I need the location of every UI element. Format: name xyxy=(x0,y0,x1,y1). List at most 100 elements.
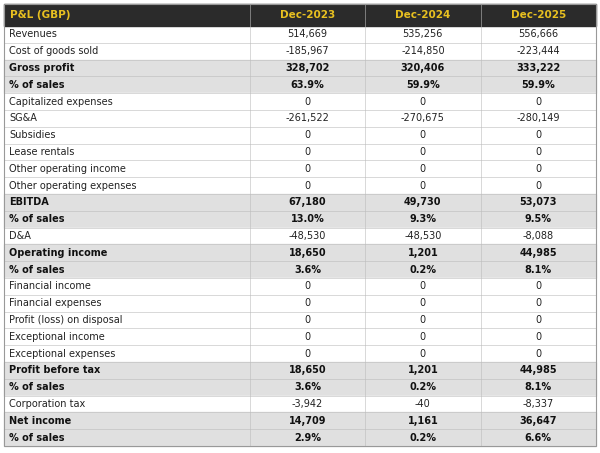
Text: Profit before tax: Profit before tax xyxy=(9,366,100,376)
Text: 1,161: 1,161 xyxy=(407,416,438,426)
Text: 0: 0 xyxy=(304,96,310,106)
Text: Profit (loss) on disposal: Profit (loss) on disposal xyxy=(9,315,122,325)
Text: 63.9%: 63.9% xyxy=(290,80,324,90)
Text: 18,650: 18,650 xyxy=(289,248,326,258)
Text: 0: 0 xyxy=(535,96,541,106)
Text: 0.2%: 0.2% xyxy=(409,265,436,275)
Text: 2.9%: 2.9% xyxy=(294,433,321,443)
Text: 36,647: 36,647 xyxy=(520,416,557,426)
Text: 0: 0 xyxy=(535,130,541,140)
Text: 0: 0 xyxy=(420,181,426,191)
Bar xyxy=(4,4,596,26)
Text: 53,073: 53,073 xyxy=(520,198,557,207)
Bar xyxy=(4,362,596,379)
Text: Net income: Net income xyxy=(9,416,71,426)
Text: 0: 0 xyxy=(535,332,541,342)
Text: -185,967: -185,967 xyxy=(286,46,329,56)
Bar xyxy=(4,245,596,261)
Text: 8.1%: 8.1% xyxy=(525,265,552,275)
Bar xyxy=(4,93,596,110)
Text: 320,406: 320,406 xyxy=(401,63,445,73)
Text: Subsidies: Subsidies xyxy=(9,130,56,140)
Text: 0: 0 xyxy=(420,349,426,359)
Bar xyxy=(4,278,596,295)
Text: -3,942: -3,942 xyxy=(292,399,323,409)
Text: % of sales: % of sales xyxy=(9,382,65,392)
Text: 18,650: 18,650 xyxy=(289,366,326,376)
Text: Dec-2024: Dec-2024 xyxy=(395,10,451,20)
Text: 333,222: 333,222 xyxy=(516,63,560,73)
Text: -48,530: -48,530 xyxy=(404,231,442,241)
Text: 9.5%: 9.5% xyxy=(525,214,552,224)
Text: 0: 0 xyxy=(535,147,541,157)
Text: 3.6%: 3.6% xyxy=(294,265,321,275)
Text: 0: 0 xyxy=(304,349,310,359)
Text: SG&A: SG&A xyxy=(9,113,37,123)
Text: -8,337: -8,337 xyxy=(523,399,554,409)
Text: P&L (GBP): P&L (GBP) xyxy=(10,10,71,20)
Text: 14,709: 14,709 xyxy=(289,416,326,426)
Text: 0: 0 xyxy=(304,181,310,191)
Bar xyxy=(4,227,596,245)
Text: % of sales: % of sales xyxy=(9,80,65,90)
Bar xyxy=(4,412,596,429)
Bar xyxy=(4,26,596,43)
Bar xyxy=(4,177,596,194)
Text: Financial expenses: Financial expenses xyxy=(9,298,101,308)
Text: 0.2%: 0.2% xyxy=(409,382,436,392)
Text: 1,201: 1,201 xyxy=(407,248,438,258)
Text: Dec-2025: Dec-2025 xyxy=(511,10,566,20)
Bar xyxy=(4,194,596,211)
Text: 59.9%: 59.9% xyxy=(406,80,440,90)
Text: % of sales: % of sales xyxy=(9,214,65,224)
Text: % of sales: % of sales xyxy=(9,265,65,275)
Text: 0: 0 xyxy=(304,130,310,140)
Text: 0: 0 xyxy=(535,164,541,174)
Text: 0: 0 xyxy=(420,332,426,342)
Bar xyxy=(4,295,596,312)
Text: Cost of goods sold: Cost of goods sold xyxy=(9,46,98,56)
Text: -223,444: -223,444 xyxy=(517,46,560,56)
Text: Exceptional expenses: Exceptional expenses xyxy=(9,349,115,359)
Bar xyxy=(4,261,596,278)
Text: -40: -40 xyxy=(415,399,431,409)
Text: Gross profit: Gross profit xyxy=(9,63,74,73)
Text: 0: 0 xyxy=(535,281,541,291)
Text: Exceptional income: Exceptional income xyxy=(9,332,105,342)
Text: -280,149: -280,149 xyxy=(517,113,560,123)
Text: 514,669: 514,669 xyxy=(287,29,328,39)
Bar xyxy=(4,328,596,345)
Bar xyxy=(4,395,596,412)
Bar xyxy=(4,110,596,127)
Text: Corporation tax: Corporation tax xyxy=(9,399,85,409)
Text: 535,256: 535,256 xyxy=(403,29,443,39)
Text: -48,530: -48,530 xyxy=(289,231,326,241)
Text: Dec-2023: Dec-2023 xyxy=(280,10,335,20)
Bar xyxy=(4,60,596,77)
Bar xyxy=(4,127,596,144)
Text: 0: 0 xyxy=(420,147,426,157)
Text: Other operating income: Other operating income xyxy=(9,164,126,174)
Text: 0: 0 xyxy=(304,147,310,157)
Text: 59.9%: 59.9% xyxy=(521,80,555,90)
Bar xyxy=(4,43,596,60)
Bar xyxy=(4,429,596,446)
Text: 1,201: 1,201 xyxy=(407,366,438,376)
Text: D&A: D&A xyxy=(9,231,31,241)
Text: Financial income: Financial income xyxy=(9,281,91,291)
Text: Revenues: Revenues xyxy=(9,29,57,39)
Text: 9.3%: 9.3% xyxy=(409,214,436,224)
Text: 44,985: 44,985 xyxy=(520,366,557,376)
Bar xyxy=(4,144,596,160)
Text: Capitalized expenses: Capitalized expenses xyxy=(9,96,113,106)
Text: 0: 0 xyxy=(535,298,541,308)
Text: 0: 0 xyxy=(420,96,426,106)
Text: -270,675: -270,675 xyxy=(401,113,445,123)
Text: 0: 0 xyxy=(420,281,426,291)
Bar xyxy=(4,312,596,328)
Text: 67,180: 67,180 xyxy=(289,198,326,207)
Text: -214,850: -214,850 xyxy=(401,46,445,56)
Text: Lease rentals: Lease rentals xyxy=(9,147,74,157)
Text: 556,666: 556,666 xyxy=(518,29,559,39)
Text: 13.0%: 13.0% xyxy=(290,214,324,224)
